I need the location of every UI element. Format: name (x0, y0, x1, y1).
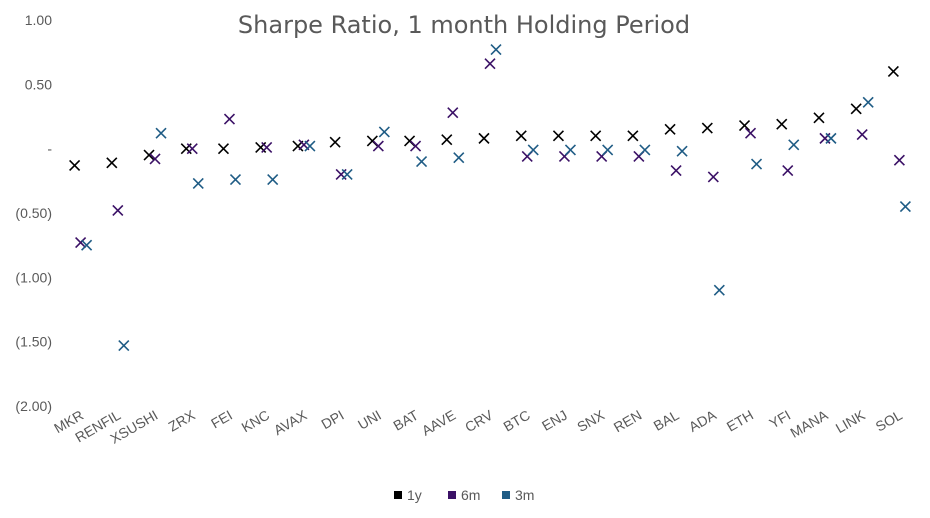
legend-item-3m: 3m (502, 487, 534, 503)
data-point-3m-xsushi (155, 127, 167, 139)
data-point-3m-crv (490, 44, 502, 56)
x-tick-label: REN (611, 407, 645, 436)
legend-swatch (448, 491, 456, 499)
data-point-3m-btc (527, 144, 539, 156)
data-point-1y-snx (590, 130, 602, 142)
data-point-1y-btc (515, 130, 527, 142)
data-point-3m-snx (602, 144, 614, 156)
data-point-3m-uni (378, 126, 390, 138)
x-tick-label: ETH (724, 407, 756, 435)
y-tick-label: (0.50) (15, 205, 52, 221)
x-tick-label: SOL (873, 407, 905, 435)
data-point-3m-dpi (341, 168, 353, 180)
chart-title: Sharpe Ratio, 1 month Holding Period (238, 11, 690, 39)
data-point-1y-dpi (329, 136, 341, 148)
data-point-6m-zrx (186, 143, 198, 155)
y-tick-label: (1.00) (15, 269, 52, 285)
y-tick-label: (2.00) (15, 398, 52, 414)
data-point-3m-enj (564, 144, 577, 156)
x-tick-label: LINK (833, 406, 869, 436)
data-point-6m-fei (223, 113, 236, 125)
x-tick-label: AVAX (271, 406, 310, 438)
data-points (69, 44, 911, 352)
data-point-3m-yfi (788, 139, 800, 151)
data-point-3m-renfil (118, 339, 130, 352)
x-tick-label: DPI (318, 407, 346, 433)
data-point-6m-xsushi (149, 153, 161, 165)
x-tick-label: AAVE (419, 407, 458, 439)
x-tick-label: BTC (500, 407, 532, 435)
x-tick-label: KNC (239, 407, 273, 436)
data-point-6m-ada (707, 171, 719, 183)
data-point-6m-aave (447, 107, 459, 119)
data-point-3m-bal (676, 145, 688, 157)
data-point-6m-eth (744, 127, 757, 139)
data-point-3m-zrx (192, 177, 204, 189)
data-point-1y-fei (217, 143, 230, 155)
x-tick-label: MANA (787, 406, 831, 440)
data-point-6m-mkr (75, 237, 87, 249)
legend-swatch (394, 491, 402, 499)
data-point-1y-renfil (106, 157, 118, 169)
data-point-3m-link (862, 96, 874, 108)
data-point-1y-mkr (69, 159, 81, 171)
x-tick-label: CRV (462, 406, 496, 435)
x-tick-label: ENJ (539, 407, 570, 434)
x-tick-label: ZRX (166, 406, 199, 434)
data-point-6m-bat (409, 140, 422, 152)
y-tick-label: (1.50) (15, 334, 52, 350)
data-point-1y-mana (813, 112, 825, 124)
data-point-6m-crv (484, 58, 496, 70)
y-axis: 1.00 0.50 - (0.50) (1.00) (1.50) (2.00) (15, 12, 52, 414)
x-tick-label: ADA (686, 406, 720, 435)
data-point-6m-renfil (112, 204, 124, 216)
data-point-3m-fei (229, 173, 242, 186)
y-tick-label: 0.50 (25, 76, 52, 92)
data-point-1y-aave (441, 134, 453, 146)
legend-label: 3m (515, 487, 534, 503)
data-point-1y-eth (738, 119, 751, 132)
y-tick-label: 1.00 (25, 12, 52, 28)
x-tick-label: BAL (651, 407, 682, 434)
data-point-3m-sol (899, 201, 911, 213)
data-point-1y-sol (887, 65, 899, 78)
x-tick-label: FEI (208, 407, 235, 432)
data-point-1y-ren (627, 130, 639, 142)
data-point-3m-eth (750, 158, 763, 170)
data-point-1y-ada (701, 122, 713, 134)
data-point-6m-knc (261, 141, 273, 153)
data-point-1y-enj (552, 130, 565, 142)
data-point-3m-ren (639, 144, 651, 156)
data-point-3m-bat (415, 155, 428, 168)
y-tick-label: - (47, 141, 52, 157)
legend: 1y 6m 3m (394, 487, 534, 503)
x-tick-label: UNI (355, 407, 384, 433)
data-point-3m-ada (713, 284, 725, 296)
data-point-6m-sol (893, 154, 905, 166)
data-point-1y-xsushi (143, 149, 155, 161)
x-tick-label: BAT (390, 407, 421, 434)
data-point-1y-bal (664, 123, 676, 135)
legend-swatch (502, 491, 510, 499)
legend-item-6m: 6m (448, 487, 480, 503)
legend-label: 6m (461, 487, 480, 503)
data-point-6m-uni (372, 140, 384, 152)
data-point-3m-aave (453, 152, 465, 164)
data-point-1y-link (850, 103, 862, 115)
data-point-6m-link (856, 128, 868, 141)
data-point-6m-bal (670, 164, 682, 177)
data-point-1y-yfi (776, 118, 788, 130)
data-point-3m-mkr (81, 239, 93, 251)
legend-item-1y: 1y (394, 487, 422, 503)
x-tick-label: SNX (574, 406, 608, 435)
data-point-3m-mana (825, 132, 837, 144)
data-point-6m-yfi (782, 164, 794, 177)
data-point-1y-crv (478, 132, 490, 144)
data-point-3m-knc (267, 173, 279, 186)
data-point-3m-avax (304, 140, 316, 152)
legend-label: 1y (407, 487, 422, 503)
